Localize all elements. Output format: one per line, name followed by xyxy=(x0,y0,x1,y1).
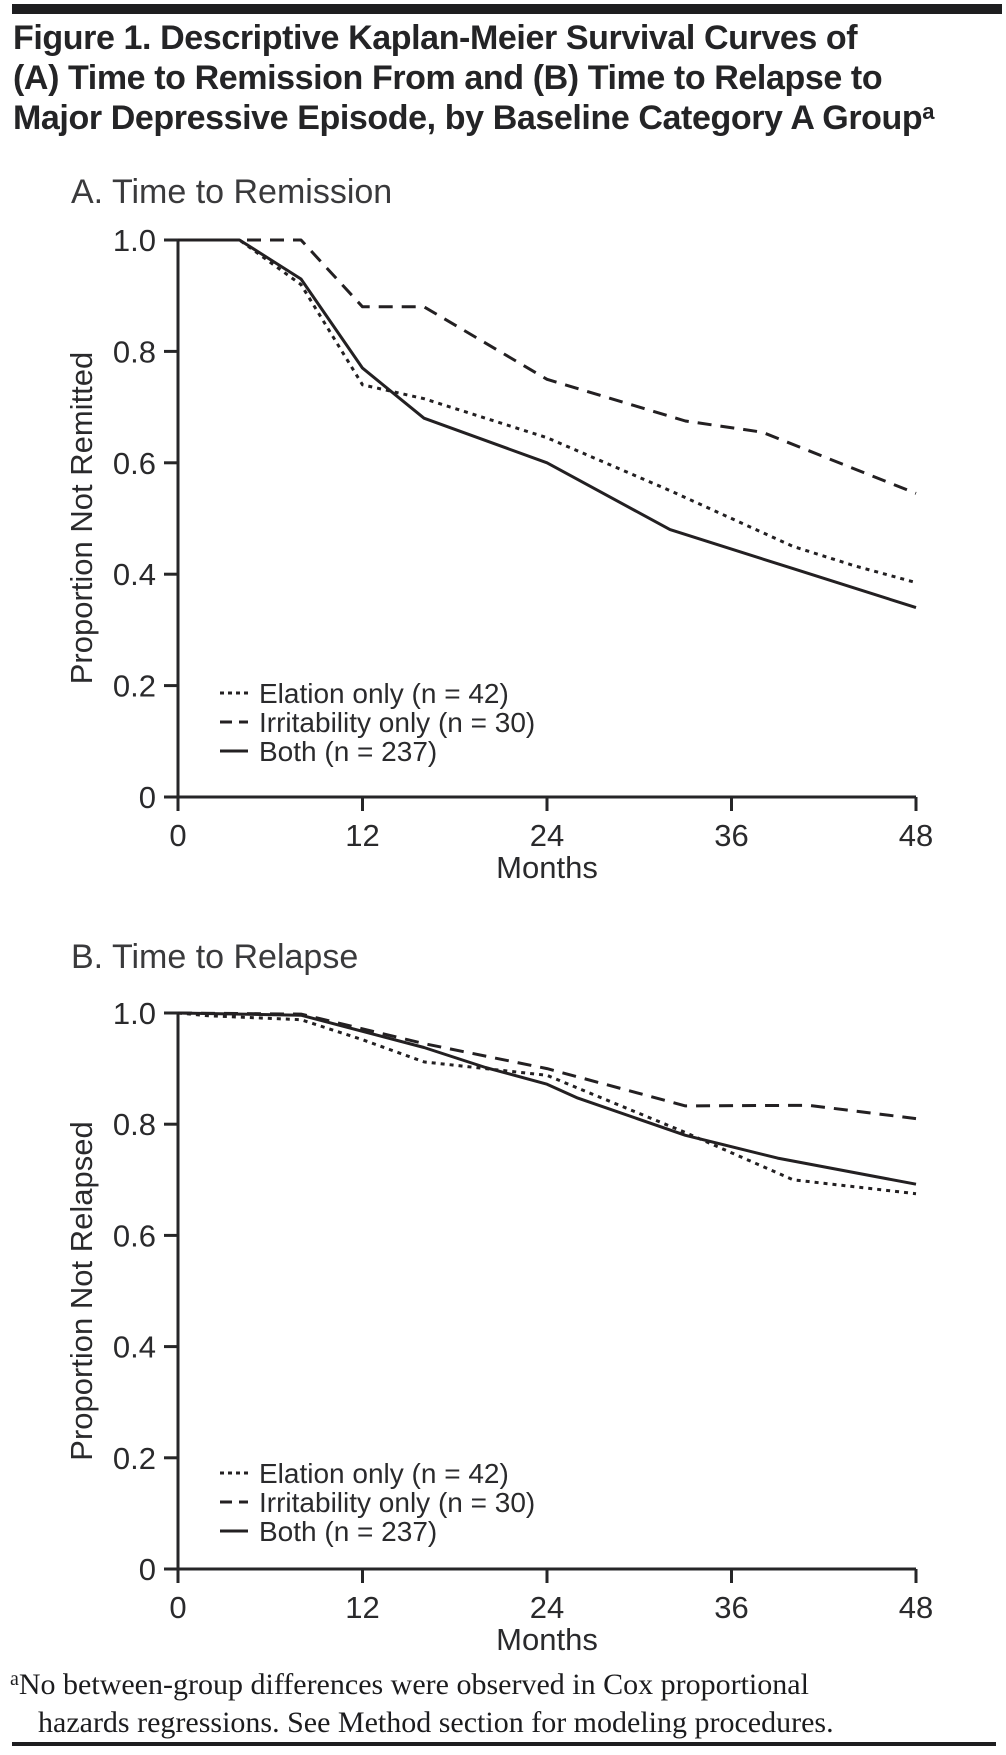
figure-title-line3: Major Depressive Episode, by Baseline Ca… xyxy=(13,99,923,137)
x-tick-label: 36 xyxy=(714,1590,748,1625)
x-tick-label: 24 xyxy=(530,818,564,853)
legend-label: Elation only (n = 42) xyxy=(259,1458,509,1489)
panel-b-title: B. Time to Relapse xyxy=(71,938,358,976)
survival-curve-dotted xyxy=(177,1011,917,1196)
legend-label: Elation only (n = 42) xyxy=(259,678,509,709)
panel-b-plot-area: 1.0 0.8 0.6 0.4 0.2 00 12 24 36 48 Elation only (n… xyxy=(113,996,933,1625)
x-tick-label: 12 xyxy=(345,818,379,853)
panel-a: A. Time to Remission Proportion Not Remi… xyxy=(64,173,933,885)
y-tick-label: 0.2 xyxy=(113,1441,156,1476)
y-tick-label: 0 xyxy=(139,780,156,815)
figure-title-line2: (A) Time to Remission From and (B) Time … xyxy=(13,59,883,97)
figure-footnote: aNo between-group differences were obser… xyxy=(10,1666,1002,1742)
footnote-line1: No between-group differences were observ… xyxy=(18,1668,809,1701)
x-tick-label: 48 xyxy=(899,1590,933,1625)
x-tick-label: 12 xyxy=(345,1590,379,1625)
x-tick-label: 24 xyxy=(530,1590,564,1625)
survival-curve-dotted xyxy=(178,238,917,585)
y-tick-label: 1.0 xyxy=(113,996,156,1031)
y-tick-label: 0.6 xyxy=(113,446,156,481)
y-tick-label: 0.6 xyxy=(113,1218,156,1253)
y-tick-label: 0.4 xyxy=(113,557,156,592)
footnote-line2: hazards regressions. See Method section … xyxy=(38,1706,834,1739)
panel-b-x-axis-label: Months xyxy=(496,1622,598,1657)
y-tick-label: 0.4 xyxy=(113,1330,156,1365)
figure-title-footnote-marker: a xyxy=(922,99,935,124)
survival-curve-solid xyxy=(177,1011,917,1186)
panel-b-y-axis-label: Proportion Not Relapsed xyxy=(64,1121,99,1460)
legend-label: Both (n = 237) xyxy=(259,736,437,767)
x-tick-label: 0 xyxy=(169,818,186,853)
y-tick-label: 0.8 xyxy=(113,1107,156,1142)
panel-a-x-axis-label: Months xyxy=(496,850,598,885)
survival-curve-solid xyxy=(178,238,917,610)
x-tick-label: 48 xyxy=(899,818,933,853)
y-tick-label: 1.0 xyxy=(113,223,156,258)
x-tick-label: 36 xyxy=(714,818,748,853)
y-tick-label: 0 xyxy=(139,1552,156,1587)
panel-a-title: A. Time to Remission xyxy=(71,173,392,211)
top-rule xyxy=(12,4,1002,14)
panel-b: B. Time to Relapse Proportion Not Relaps… xyxy=(64,938,933,1657)
figure-title: Figure 1. Descriptive Kaplan-Meier Survi… xyxy=(13,18,993,138)
legend-label: Irritability only (n = 30) xyxy=(259,1487,535,1518)
y-tick-label: 0.8 xyxy=(113,334,156,369)
legend-label: Both (n = 237) xyxy=(259,1516,437,1547)
panel-a-y-axis-label: Proportion Not Remitted xyxy=(64,352,99,685)
y-tick-label: 0.2 xyxy=(113,669,156,704)
x-tick-label: 0 xyxy=(169,1590,186,1625)
footnote-marker: a xyxy=(10,1668,19,1690)
panel-a-plot-area: 1.0 0.8 0.6 0.4 0.2 00 12 24 36 48 Elation only (n… xyxy=(113,223,933,853)
figure-title-line1: Figure 1. Descriptive Kaplan-Meier Survi… xyxy=(13,19,858,57)
legend-label: Irritability only (n = 30) xyxy=(259,707,535,738)
bottom-rule xyxy=(12,1742,996,1746)
survival-curve-dashed xyxy=(178,238,917,495)
survival-curve-dashed xyxy=(177,1011,917,1121)
